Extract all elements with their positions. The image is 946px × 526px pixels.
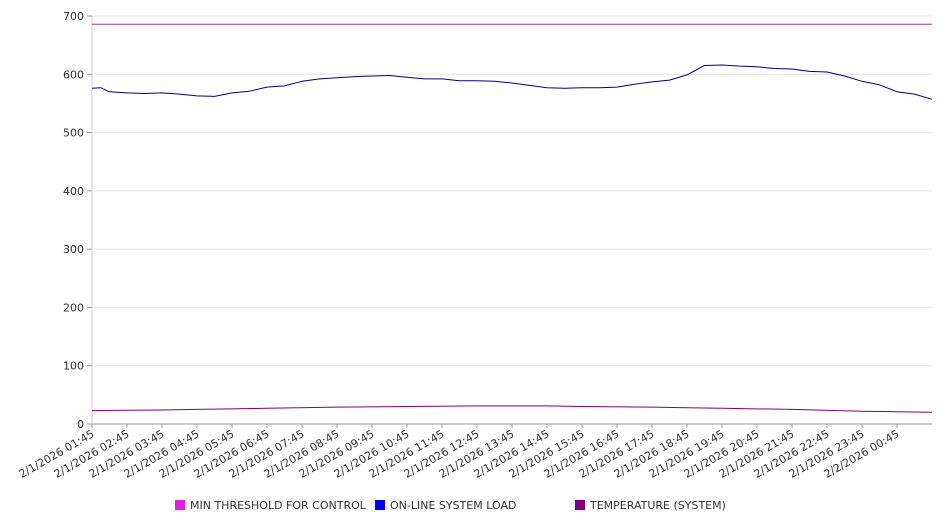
- y-tick-label: 500: [63, 127, 84, 140]
- legend-item-0[interactable]: MIN THRESHOLD FOR CONTROL: [175, 499, 367, 512]
- legend-label: ON-LINE SYSTEM LOAD: [390, 499, 516, 512]
- y-tick-label: 100: [63, 360, 84, 373]
- series-line-2: [91, 405, 933, 413]
- legend-item-1[interactable]: ON-LINE SYSTEM LOAD: [375, 499, 516, 512]
- legend-label: MIN THRESHOLD FOR CONTROL: [190, 499, 367, 512]
- legend-swatch: [175, 500, 185, 510]
- y-tick-label: 0: [77, 418, 84, 431]
- series-lines: [91, 23, 933, 413]
- y-tick-label: 600: [63, 68, 84, 81]
- legend-label: TEMPERATURE (SYSTEM): [589, 499, 726, 512]
- legend-swatch: [375, 500, 385, 510]
- y-tick-label: 400: [63, 185, 84, 198]
- legend: MIN THRESHOLD FOR CONTROL ON-LINE SYSTEM …: [175, 499, 726, 512]
- gridlines: [92, 15, 932, 367]
- y-tick-label: 200: [63, 301, 84, 314]
- y-tick-label: 700: [63, 10, 84, 23]
- legend-item-2[interactable]: TEMPERATURE (SYSTEM): [575, 499, 726, 512]
- legend-swatch: [575, 500, 585, 510]
- series-line-1: [91, 64, 933, 100]
- y-tick-label: 300: [63, 243, 84, 256]
